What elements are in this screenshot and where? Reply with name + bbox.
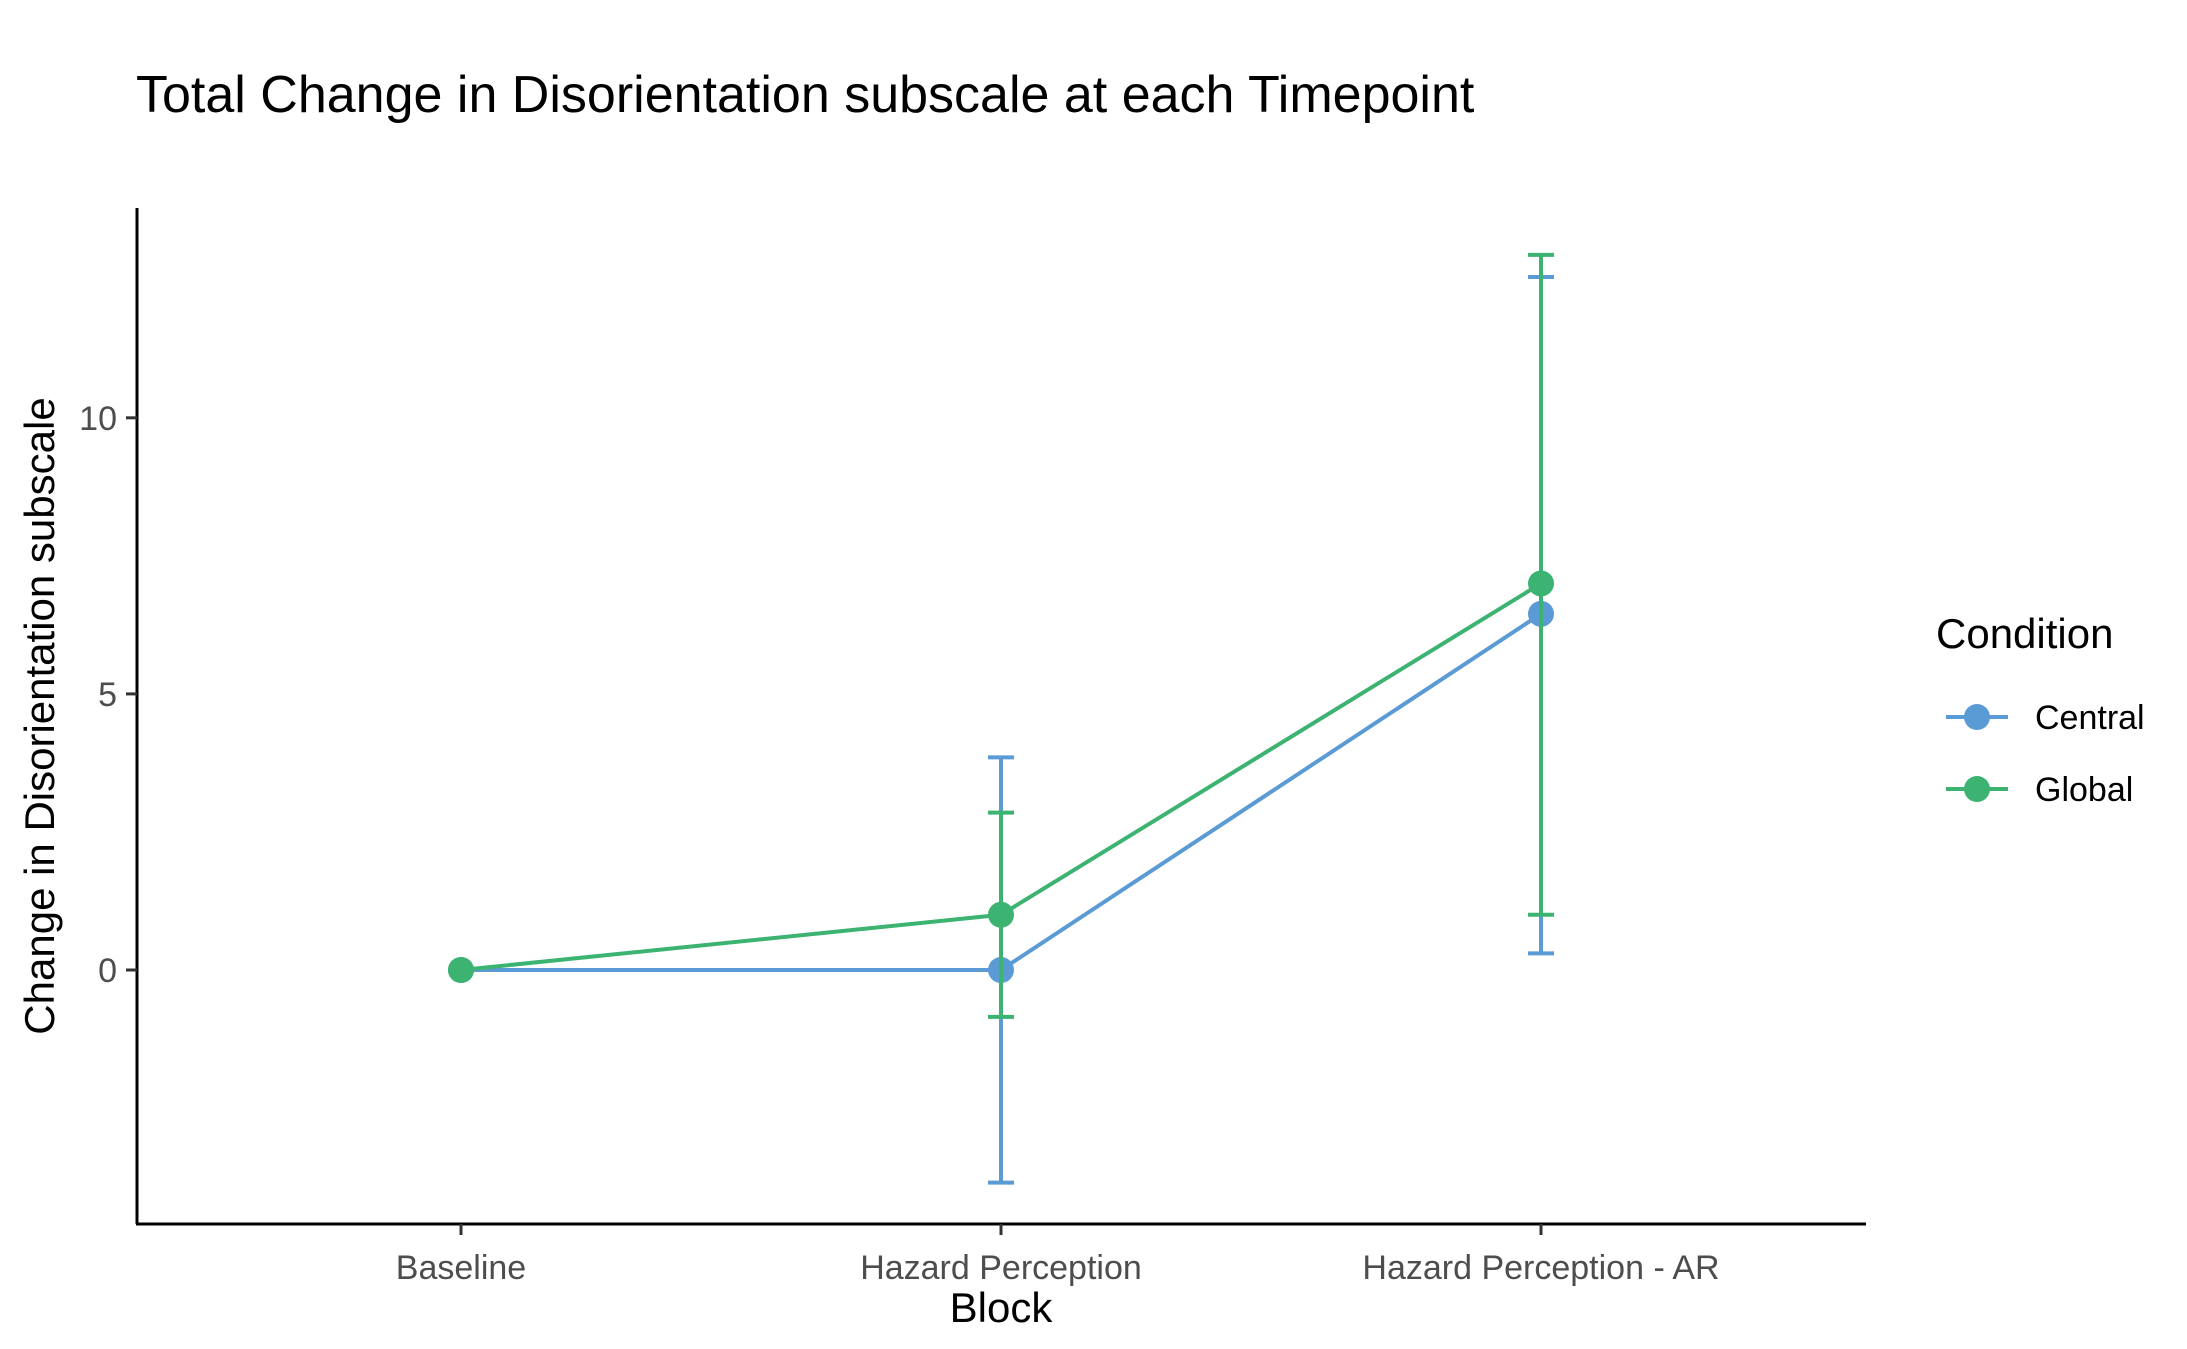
series-central xyxy=(448,275,1554,1185)
legend-title: Condition xyxy=(1936,610,2113,657)
chart-title: Total Change in Disorientation subscale … xyxy=(136,66,1475,124)
data-point xyxy=(988,901,1014,928)
legend-label: Central xyxy=(2035,699,2145,737)
legend-items: Central Global xyxy=(1946,699,2145,809)
legend-item-global: Global xyxy=(1946,771,2133,809)
x-axis-title: Block xyxy=(950,1284,1054,1331)
legend-key-point xyxy=(1964,704,1990,730)
legend-label: Global xyxy=(2035,771,2133,809)
y-axis-title: Change in Disorientation subscale xyxy=(16,397,63,1034)
legend: Condition Central Global xyxy=(1936,610,2145,809)
x-tick-label: Hazard Perception - AR xyxy=(1362,1249,1719,1287)
y-ticks: 0 5 10 xyxy=(79,400,137,990)
data-point xyxy=(448,957,474,983)
plot-marks xyxy=(448,252,1554,1185)
x-tick-label: Baseline xyxy=(396,1249,526,1287)
y-tick-label: 5 xyxy=(98,676,117,714)
y-tick-label: 10 xyxy=(79,400,117,438)
legend-item-central: Central xyxy=(1946,699,2145,737)
x-ticks: Baseline Hazard Perception Hazard Percepti… xyxy=(396,1224,1720,1287)
series-global xyxy=(448,252,1554,1019)
x-tick-label: Hazard Perception xyxy=(860,1249,1142,1287)
legend-key-point xyxy=(1964,776,1990,802)
data-point xyxy=(1528,570,1554,597)
y-tick-label: 0 xyxy=(98,952,117,990)
